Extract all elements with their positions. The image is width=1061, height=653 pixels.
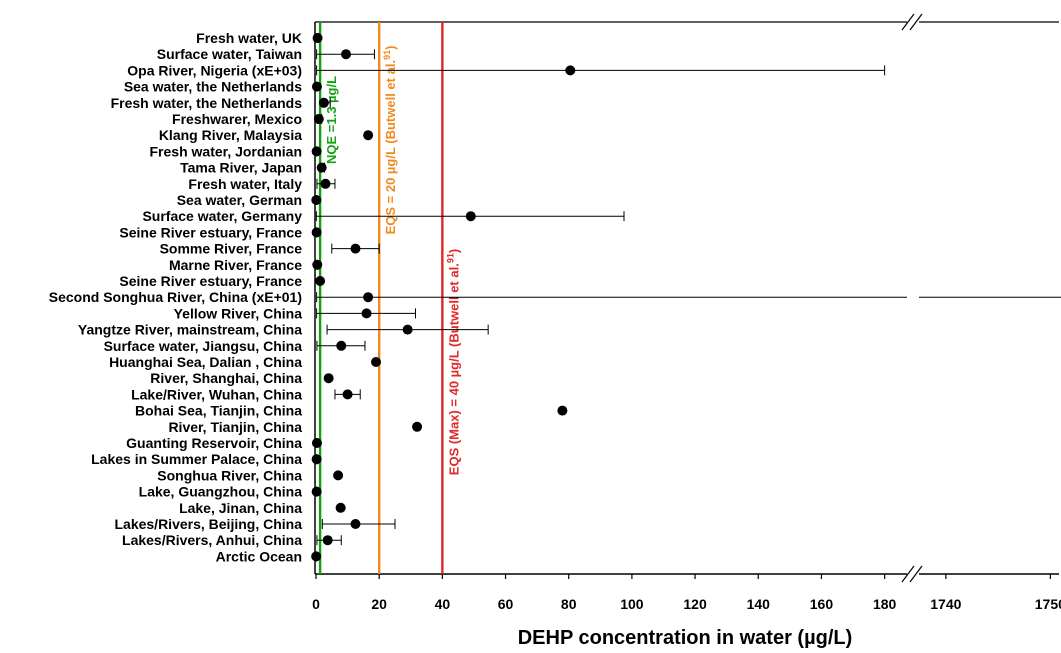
category-label: Opa River, Nigeria (xE+03) xyxy=(127,62,302,78)
data-point xyxy=(322,535,333,546)
data-point xyxy=(311,438,322,448)
category-label: Huanghai Sea, Dalian , China xyxy=(109,354,302,370)
data-point xyxy=(312,259,323,270)
category-label: Lakes in Summer Palace, China xyxy=(91,451,302,467)
axis-break-mark-top xyxy=(901,13,915,31)
plot-frame xyxy=(314,13,1059,583)
category-label: Bohai Sea, Tianjin, China xyxy=(135,403,302,419)
category-label: Freshwarer, Mexico xyxy=(172,111,302,127)
data-point xyxy=(311,195,322,205)
data-point xyxy=(361,308,372,319)
category-label: Surface water, Jiangsu, China xyxy=(104,338,303,354)
x-tick-label: 1740 xyxy=(930,596,961,612)
category-label: Fresh water, UK xyxy=(196,30,302,46)
category-label: Fresh water, Jordanian xyxy=(150,143,303,159)
x-tick-label: 80 xyxy=(561,596,577,612)
x-tick-label: 0 xyxy=(312,596,320,612)
category-label: Seine River estuary, France xyxy=(119,224,302,240)
reference-line-label: EQS (Max) = 40 µg/L (Butwell et al.91) xyxy=(445,249,461,475)
category-label: Yangtze River, mainstream, China xyxy=(78,322,302,338)
data-point xyxy=(316,162,327,173)
error-bar xyxy=(316,65,886,76)
category-label: Guanting Reservoir, China xyxy=(126,435,302,451)
error-bar xyxy=(316,292,1061,303)
axis-break-mark-bottom xyxy=(909,565,923,583)
x-tick-label: 120 xyxy=(683,596,707,612)
category-label: River, Tianjin, China xyxy=(168,419,302,435)
x-tick-label: 1750 xyxy=(1035,596,1061,612)
x-axis-label: DEHP concentration in water (µg/L) xyxy=(518,627,853,649)
category-label: Surface water, Germany xyxy=(142,208,302,224)
data-point xyxy=(412,421,423,432)
reference-line-label: NQE =1.3 µg/L xyxy=(324,76,339,164)
category-label: Lakes/Rivers, Beijing, China xyxy=(114,516,302,532)
data-point xyxy=(311,454,322,465)
category-label: Somme River, France xyxy=(160,241,303,257)
category-label: Surface water, Taiwan xyxy=(157,46,302,62)
data-points xyxy=(311,33,576,562)
data-point xyxy=(311,551,322,562)
data-point xyxy=(350,243,361,254)
x-tick-label: 60 xyxy=(498,596,514,612)
category-label: Seine River estuary, France xyxy=(119,273,302,289)
category-label: Klang River, Malaysia xyxy=(159,127,302,143)
category-label: Marne River, France xyxy=(169,257,302,273)
data-point xyxy=(363,130,374,141)
data-point xyxy=(336,340,347,351)
data-point xyxy=(557,405,568,416)
category-label: Tama River, Japan xyxy=(180,160,302,176)
data-point xyxy=(342,389,353,400)
data-point xyxy=(465,211,476,222)
category-label: Fresh water, Italy xyxy=(188,176,302,192)
category-label: Yellow River, China xyxy=(174,305,303,321)
x-tick-label: 140 xyxy=(747,596,771,612)
x-tick-label: 40 xyxy=(435,596,451,612)
data-point xyxy=(318,97,329,108)
data-point xyxy=(311,486,322,497)
x-tick-label: 20 xyxy=(371,596,387,612)
data-point xyxy=(350,519,361,529)
category-label: Lakes/Rivers, Anhui, China xyxy=(122,532,302,548)
data-point xyxy=(311,81,322,92)
x-tick-label: 180 xyxy=(873,596,897,612)
axis-break-mark-bottom xyxy=(901,565,915,583)
x-tick-label: 160 xyxy=(810,596,834,612)
category-label: Second Songhua River, China (xE+01) xyxy=(49,289,302,305)
data-point xyxy=(371,357,382,367)
data-point xyxy=(312,33,323,43)
category-label: Songhua River, China xyxy=(157,467,302,483)
reference-lines: NQE =1.3 µg/L EQS = 20 µg/L (Butwell et a… xyxy=(318,22,461,574)
axis-break-mark-top xyxy=(909,13,923,31)
data-point xyxy=(323,373,334,384)
data-point xyxy=(320,178,331,189)
x-tick-label: 100 xyxy=(620,596,644,612)
category-label: Lake/River, Wuhan, China xyxy=(131,386,302,402)
category-label: Sea water, the Netherlands xyxy=(124,79,302,95)
category-label: Arctic Ocean xyxy=(216,548,302,564)
data-point xyxy=(333,470,344,481)
category-label: Lake, Guangzhou, China xyxy=(139,484,303,500)
data-point xyxy=(315,276,326,286)
category-label: River, Shanghai, China xyxy=(150,370,302,386)
data-point xyxy=(363,292,374,303)
category-label: Lake, Jinan, China xyxy=(179,500,302,516)
reference-line-label: EQS = 20 µg/L (Butwell et al.91) xyxy=(382,46,398,235)
category-label: Fresh water, the Netherlands xyxy=(111,95,303,111)
x-axis: 0 20 40 60 80 100 120 140 160 180 1740 1750 xyxy=(312,574,1061,612)
data-point xyxy=(311,227,322,238)
data-point xyxy=(402,324,413,335)
data-point xyxy=(565,65,576,76)
data-point xyxy=(341,49,352,60)
data-point xyxy=(311,146,322,157)
category-label: Sea water, German xyxy=(177,192,302,208)
data-point xyxy=(335,502,346,513)
error-bars xyxy=(315,33,1061,562)
data-point xyxy=(313,114,324,124)
